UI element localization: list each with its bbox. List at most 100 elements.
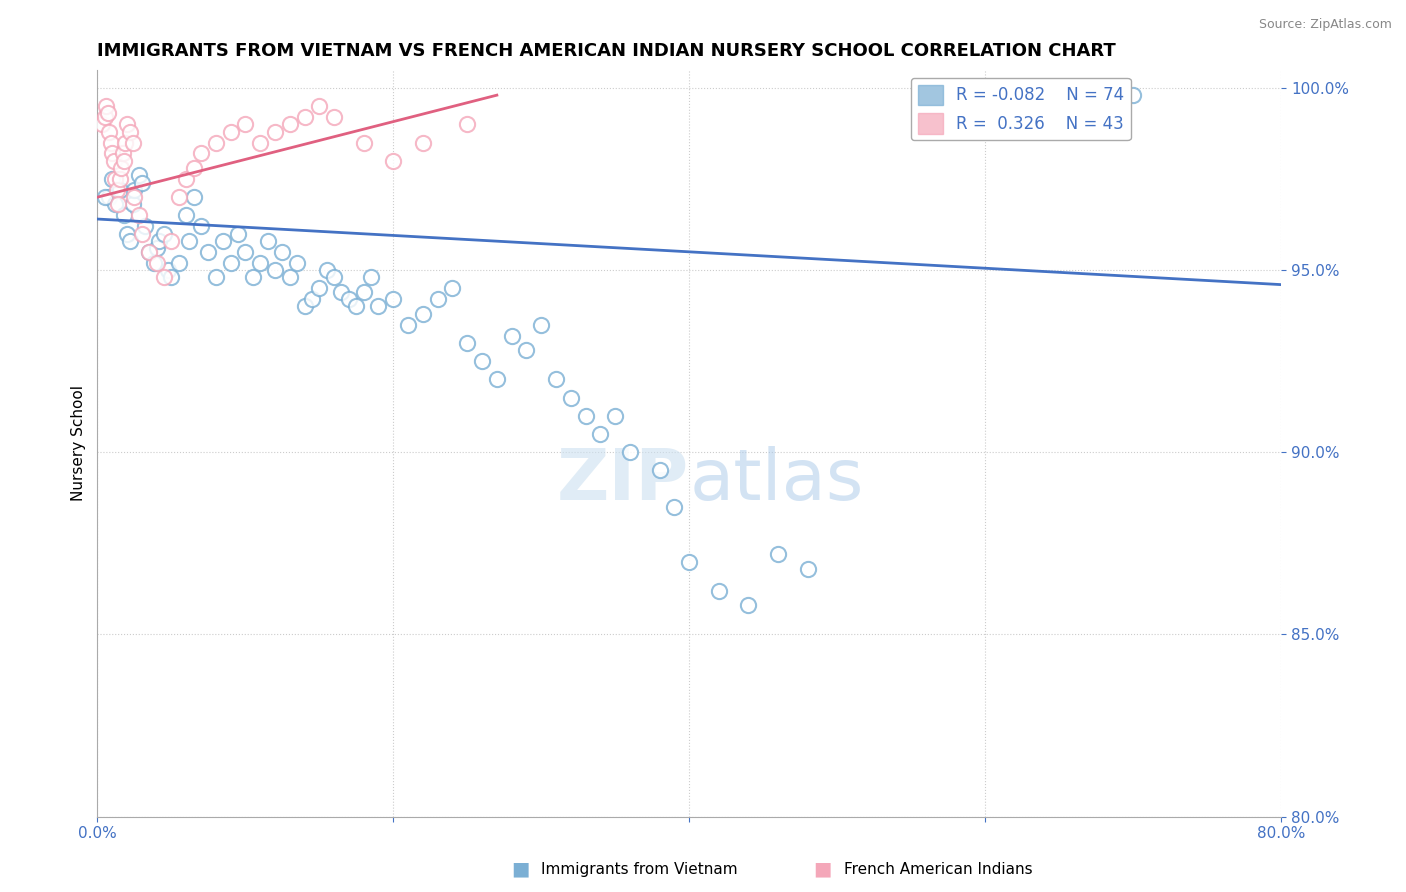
Point xyxy=(471,354,494,368)
Point xyxy=(456,117,478,131)
Point xyxy=(796,562,818,576)
Point xyxy=(264,263,287,277)
Point xyxy=(301,292,323,306)
Point xyxy=(219,125,242,139)
Point xyxy=(131,176,153,190)
Point xyxy=(212,234,235,248)
Point xyxy=(98,125,121,139)
Point xyxy=(382,153,405,168)
Point xyxy=(103,153,125,168)
Point xyxy=(108,172,131,186)
Point xyxy=(118,125,141,139)
Point xyxy=(104,197,127,211)
Point xyxy=(107,197,129,211)
Point xyxy=(190,146,212,161)
Point xyxy=(167,256,190,270)
Point xyxy=(560,391,582,405)
Point xyxy=(360,270,382,285)
Point xyxy=(233,244,256,259)
Point xyxy=(249,256,271,270)
Point xyxy=(485,372,508,386)
Point xyxy=(90,117,112,131)
Point xyxy=(678,555,700,569)
Text: Source: ZipAtlas.com: Source: ZipAtlas.com xyxy=(1258,18,1392,31)
Point xyxy=(183,190,205,204)
Point xyxy=(100,136,122,150)
Point xyxy=(114,136,136,150)
Point xyxy=(271,244,294,259)
Point xyxy=(112,153,135,168)
Point xyxy=(167,190,190,204)
Point xyxy=(101,146,124,161)
Point xyxy=(766,547,789,561)
Point xyxy=(204,136,226,150)
Text: ■: ■ xyxy=(510,859,530,878)
Point xyxy=(96,99,118,113)
Point xyxy=(197,244,219,259)
Point xyxy=(664,500,686,514)
Point xyxy=(1122,88,1144,103)
Point xyxy=(101,172,124,186)
Point xyxy=(294,300,316,314)
Point xyxy=(94,110,117,124)
Point xyxy=(145,241,167,255)
Point xyxy=(308,281,330,295)
Legend: R = -0.082    N = 74, R =  0.326    N = 43: R = -0.082 N = 74, R = 0.326 N = 43 xyxy=(911,78,1130,140)
Point xyxy=(204,270,226,285)
Point xyxy=(382,292,405,306)
Point xyxy=(226,227,249,241)
Point xyxy=(278,270,301,285)
Point xyxy=(121,197,143,211)
Point xyxy=(323,270,346,285)
Point xyxy=(285,256,308,270)
Point xyxy=(315,263,337,277)
Point xyxy=(104,172,127,186)
Point xyxy=(134,219,156,234)
Point xyxy=(219,256,242,270)
Point xyxy=(121,136,143,150)
Point xyxy=(160,234,183,248)
Point xyxy=(367,300,389,314)
Point xyxy=(530,318,553,332)
Point xyxy=(233,117,256,131)
Point xyxy=(278,117,301,131)
Point xyxy=(456,335,478,350)
Point xyxy=(619,445,641,459)
Point xyxy=(396,318,419,332)
Point xyxy=(353,136,375,150)
Point xyxy=(160,270,183,285)
Text: ZIP: ZIP xyxy=(557,446,689,515)
Point xyxy=(441,281,464,295)
Point xyxy=(115,117,138,131)
Point xyxy=(138,244,160,259)
Point xyxy=(264,125,287,139)
Point xyxy=(118,234,141,248)
Text: IMMIGRANTS FROM VIETNAM VS FRENCH AMERICAN INDIAN NURSERY SCHOOL CORRELATION CHA: IMMIGRANTS FROM VIETNAM VS FRENCH AMERIC… xyxy=(97,42,1116,60)
Text: Immigrants from Vietnam: Immigrants from Vietnam xyxy=(541,863,738,877)
Point xyxy=(605,409,627,423)
Point xyxy=(412,136,434,150)
Point xyxy=(145,256,167,270)
Point xyxy=(344,300,367,314)
Point xyxy=(294,110,316,124)
Point xyxy=(256,234,278,248)
Point xyxy=(108,183,131,197)
Point xyxy=(157,263,180,277)
Point xyxy=(707,583,730,598)
Point xyxy=(190,219,212,234)
Point xyxy=(142,256,165,270)
Point xyxy=(249,136,271,150)
Point xyxy=(128,208,150,222)
Point xyxy=(138,244,160,259)
Text: French American Indians: French American Indians xyxy=(844,863,1032,877)
Text: ■: ■ xyxy=(813,859,832,878)
Point xyxy=(242,270,264,285)
Text: atlas: atlas xyxy=(689,446,863,515)
Point xyxy=(330,285,353,299)
Point xyxy=(501,328,523,343)
Point xyxy=(589,427,612,442)
Point xyxy=(112,208,135,222)
Point xyxy=(308,99,330,113)
Point xyxy=(124,190,146,204)
Point xyxy=(737,599,759,613)
